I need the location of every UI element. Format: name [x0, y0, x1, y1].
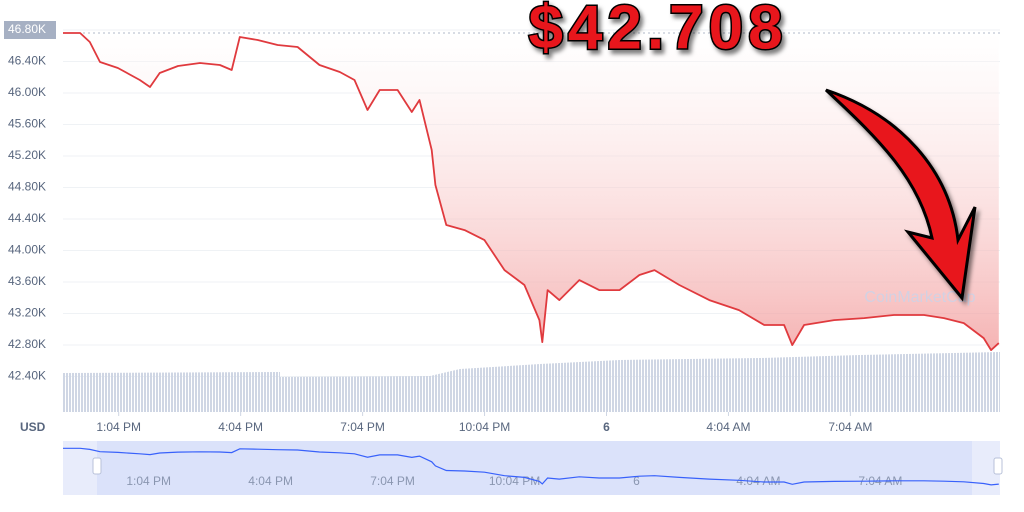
y-tick-label: 44.40K — [8, 211, 46, 225]
y-tick-highlight — [4, 21, 56, 39]
y-tick-label: 44.00K — [8, 243, 46, 257]
price-area — [63, 32, 999, 351]
x-tick-label: 4:04 AM — [706, 420, 750, 434]
x-tick-label: 1:04 PM — [96, 420, 141, 434]
watermark: CoinMarketCap — [864, 289, 975, 306]
y-tick-label: 42.40K — [8, 369, 46, 383]
y-tick-label: 44.80K — [8, 180, 46, 194]
y-tick-label: 46.00K — [8, 85, 46, 99]
y-tick-label: 43.20K — [8, 306, 46, 320]
chart-title: $42.708 — [528, 0, 787, 62]
navigator-line — [63, 447, 999, 486]
y-tick-label: 42.80K — [8, 337, 46, 351]
price-line — [63, 32, 1000, 351]
navigator-window[interactable] — [97, 441, 972, 495]
navigator-tick-label: 7:04 PM — [370, 474, 415, 488]
y-tick-label: 45.60K — [8, 117, 46, 131]
x-tick-label: 4:04 PM — [218, 420, 263, 434]
currency-label: USD — [20, 420, 46, 434]
navigator-handle[interactable] — [92, 457, 102, 475]
y-tick-label: 46.80K — [8, 22, 46, 36]
navigator-handle[interactable] — [993, 457, 1003, 475]
x-tick-label: 7:04 AM — [828, 420, 872, 434]
navigator-tick-label: 4:04 PM — [248, 474, 293, 488]
arrow — [824, 88, 977, 302]
y-tick-label: 46.40K — [8, 54, 46, 68]
x-tick-label: 6 — [603, 420, 610, 434]
navigator-tick-label: 1:04 PM — [126, 474, 171, 488]
volume-bars — [63, 352, 1000, 412]
navigator-tick-label: 6 — [633, 474, 640, 488]
x-tick-label: 10:04 PM — [459, 420, 510, 434]
x-tick-label: 7:04 PM — [340, 420, 385, 434]
y-tick-label: 45.20K — [8, 148, 46, 162]
y-tick-label: 43.60K — [8, 274, 46, 288]
